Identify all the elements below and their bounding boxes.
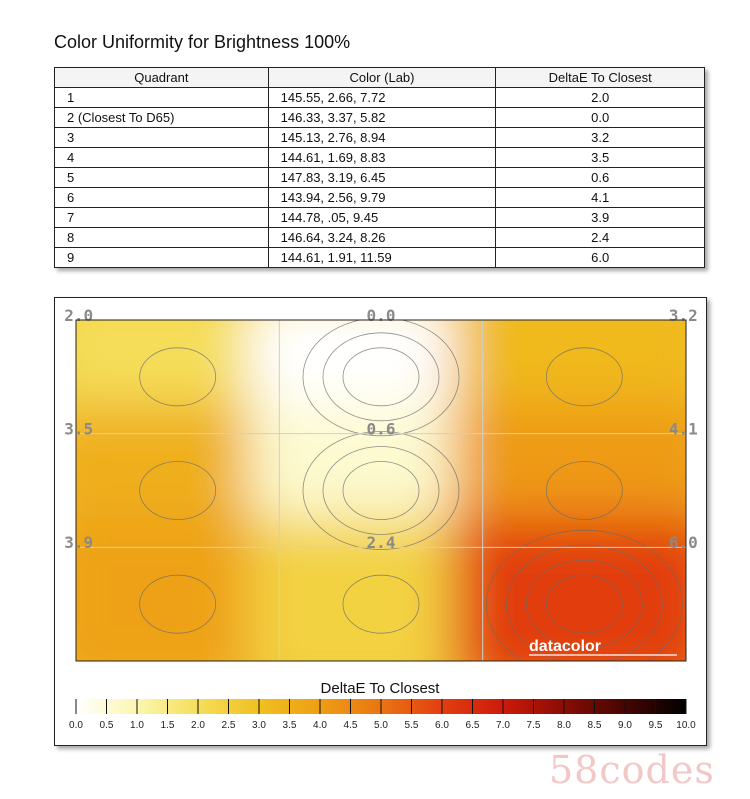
cell-quadrant: 2 (Closest To D65) bbox=[54, 107, 269, 128]
colorbar-tick-label: 8.5 bbox=[588, 720, 602, 731]
contour-line bbox=[322, 446, 440, 535]
cell-quadrant: 9 bbox=[54, 247, 269, 268]
table-row: 1 145.55, 2.66, 7.72 2.0 bbox=[54, 87, 705, 108]
colorbar-tick-label: 5.0 bbox=[374, 720, 388, 731]
colorbar-tick-label: 7.0 bbox=[496, 720, 510, 731]
header-deltae: DeltaE To Closest bbox=[495, 67, 705, 88]
contour-line bbox=[545, 461, 623, 520]
cell-value-label: 0.0 bbox=[367, 306, 396, 325]
page-title: Color Uniformity for Brightness 100% bbox=[54, 32, 351, 52]
colorbar-tick-label: 9.5 bbox=[649, 720, 663, 731]
cell-quadrant: 1 bbox=[54, 87, 269, 108]
cell-lab: 146.33, 3.37, 5.82 bbox=[267, 107, 497, 128]
datacolor-logo: datacolor bbox=[529, 638, 601, 655]
cell-deltae: 2.0 bbox=[495, 87, 705, 108]
table-row: 7 144.78, .05, 9.45 3.9 bbox=[54, 207, 705, 228]
contour-line bbox=[545, 574, 623, 634]
contour-line bbox=[342, 347, 420, 407]
colorbar-tick-label: 3.5 bbox=[283, 720, 297, 731]
colorbar-tick-label: 10.0 bbox=[676, 720, 696, 731]
contour-line bbox=[485, 529, 683, 661]
cell-lab: 145.13, 2.76, 8.94 bbox=[267, 127, 497, 148]
cell-deltae: 3.5 bbox=[495, 147, 705, 168]
heat-cell bbox=[452, 517, 686, 661]
uniformity-chart-panel: 2.0 0.0 3.2 3.5 0.6 4.1 3.9 2.4 6.0 datacolor De… bbox=[54, 297, 707, 746]
contour-line bbox=[139, 461, 217, 520]
cell-quadrant: 8 bbox=[54, 227, 269, 248]
cell-lab: 143.94, 2.56, 9.79 bbox=[267, 187, 497, 208]
watermark-58codes: 58codes bbox=[549, 748, 715, 792]
cell-deltae: 4.1 bbox=[495, 187, 705, 208]
cell-deltae: 0.0 bbox=[495, 107, 705, 128]
cell-quadrant: 6 bbox=[54, 187, 269, 208]
cell-value-label: 3.2 bbox=[669, 306, 698, 325]
cell-value-label: 6.0 bbox=[669, 533, 698, 552]
cell-deltae: 2.4 bbox=[495, 227, 705, 248]
table-row: 8 146.64, 3.24, 8.26 2.4 bbox=[54, 227, 705, 248]
colorbar-tick-label: 0.5 bbox=[100, 720, 114, 731]
plot-border bbox=[75, 319, 687, 662]
contour-line bbox=[322, 332, 440, 422]
cell-quadrant: 5 bbox=[54, 167, 269, 188]
contour-line bbox=[302, 431, 460, 550]
cell-lab: 144.78, .05, 9.45 bbox=[267, 207, 497, 228]
contour-line bbox=[545, 347, 623, 407]
cell-value-label: 2.0 bbox=[64, 306, 93, 325]
cell-deltae: 0.6 bbox=[495, 167, 705, 188]
colorbar-tick-label: 0.0 bbox=[69, 720, 83, 731]
table-header-row: Quadrant Color (Lab) DeltaE To Closest bbox=[54, 67, 705, 88]
colorbar-tick-label: 1.0 bbox=[130, 720, 144, 731]
header-quadrant: Quadrant bbox=[54, 67, 269, 88]
contour-line bbox=[525, 559, 643, 649]
cell-value-label: 0.6 bbox=[367, 420, 396, 439]
colorbar-tick-label: 1.5 bbox=[161, 720, 175, 731]
colorbar-tick-label: 2.5 bbox=[222, 720, 236, 731]
cell-value-label: 4.1 bbox=[669, 420, 698, 439]
colorbar-tick-label: 6.5 bbox=[466, 720, 480, 731]
contour-line bbox=[139, 574, 217, 634]
colorbar-tick-label: 5.5 bbox=[405, 720, 419, 731]
cell-lab: 146.64, 3.24, 8.26 bbox=[267, 227, 497, 248]
cell-deltae: 3.2 bbox=[495, 127, 705, 148]
cell-lab: 147.83, 3.19, 6.45 bbox=[267, 167, 497, 188]
table-row: 5 147.83, 3.19, 6.45 0.6 bbox=[54, 167, 705, 188]
cell-lab: 144.61, 1.91, 11.59 bbox=[267, 247, 497, 268]
colorbar-tick-label: 8.0 bbox=[557, 720, 571, 731]
table-row: 4 144.61, 1.69, 8.83 3.5 bbox=[54, 147, 705, 168]
contour-line bbox=[342, 461, 420, 520]
table-row: 6 143.94, 2.56, 9.79 4.1 bbox=[54, 187, 705, 208]
uniformity-heatmap: 2.0 0.0 3.2 3.5 0.6 4.1 3.9 2.4 6.0 datacolor De… bbox=[64, 306, 698, 731]
cell-value-label: 3.9 bbox=[64, 533, 93, 552]
table-row: 3 145.13, 2.76, 8.94 3.2 bbox=[54, 127, 705, 148]
colorbar-tick-label: 2.0 bbox=[191, 720, 205, 731]
colorbar-tick-label: 7.5 bbox=[527, 720, 541, 731]
contour-line bbox=[342, 574, 420, 634]
cell-quadrant: 3 bbox=[54, 127, 269, 148]
colorbar-tick-label: 4.5 bbox=[344, 720, 358, 731]
contour-line bbox=[139, 347, 217, 407]
cell-quadrant: 4 bbox=[54, 147, 269, 168]
contour-line bbox=[505, 544, 663, 661]
cell-deltae: 3.9 bbox=[495, 207, 705, 228]
table-row: 9 144.61, 1.91, 11.59 6.0 bbox=[54, 247, 705, 268]
cell-value-label: 3.5 bbox=[64, 420, 93, 439]
colorbar-title: DeltaE To Closest bbox=[321, 680, 441, 697]
contour-line bbox=[302, 320, 460, 437]
colorbar-tick-label: 9.0 bbox=[618, 720, 632, 731]
cell-value-label: 2.4 bbox=[367, 533, 396, 552]
cell-lab: 144.61, 1.69, 8.83 bbox=[267, 147, 497, 168]
color-lab-table: Quadrant Color (Lab) DeltaE To Closest 1… bbox=[54, 67, 705, 268]
table-row: 2 (Closest To D65) 146.33, 3.37, 5.82 0.0 bbox=[54, 107, 705, 128]
header-color-lab: Color (Lab) bbox=[267, 67, 497, 88]
cell-deltae: 6.0 bbox=[495, 247, 705, 268]
cell-quadrant: 7 bbox=[54, 207, 269, 228]
colorbar-tick-label: 3.0 bbox=[252, 720, 266, 731]
cell-lab: 145.55, 2.66, 7.72 bbox=[267, 87, 497, 108]
colorbar-tick-label: 4.0 bbox=[313, 720, 327, 731]
colorbar-tick-label: 6.0 bbox=[435, 720, 449, 731]
